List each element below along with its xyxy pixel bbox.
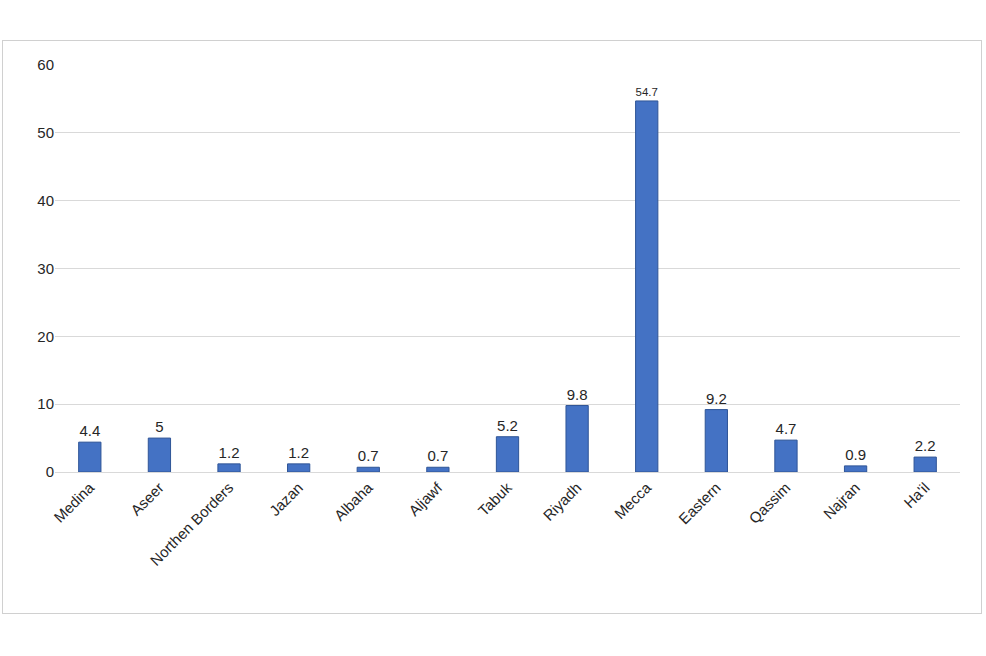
svg-text:40: 40: [37, 192, 54, 209]
svg-text:5: 5: [155, 418, 163, 435]
svg-text:0: 0: [46, 463, 54, 480]
svg-text:0.7: 0.7: [358, 447, 379, 464]
svg-text:30: 30: [37, 260, 54, 277]
svg-text:2.2: 2.2: [915, 437, 936, 454]
svg-text:0.9: 0.9: [845, 446, 866, 463]
svg-text:Northen Borders: Northen Borders: [147, 479, 237, 569]
svg-text:9.8: 9.8: [567, 386, 588, 403]
svg-text:Ha'il: Ha'il: [900, 479, 932, 511]
svg-text:4.7: 4.7: [776, 420, 797, 437]
svg-text:Najran: Najran: [820, 479, 863, 522]
svg-text:Jazan: Jazan: [266, 479, 306, 519]
svg-text:9.2: 9.2: [706, 390, 727, 407]
svg-text:4.4: 4.4: [79, 422, 100, 439]
svg-text:Aljawf: Aljawf: [405, 478, 446, 519]
svg-text:Albaha: Albaha: [331, 478, 377, 524]
svg-text:0.7: 0.7: [427, 447, 448, 464]
svg-text:Eastern: Eastern: [675, 479, 724, 528]
svg-text:5.2: 5.2: [497, 417, 518, 434]
svg-text:Mecca: Mecca: [611, 478, 655, 522]
svg-text:10: 10: [37, 395, 54, 412]
svg-text:Medina: Medina: [50, 478, 97, 525]
svg-text:1.2: 1.2: [288, 444, 309, 461]
svg-text:Qassim: Qassim: [745, 479, 793, 527]
svg-text:60: 60: [37, 56, 54, 73]
svg-text:1.2: 1.2: [219, 444, 240, 461]
svg-text:20: 20: [37, 328, 54, 345]
svg-text:Riyadh: Riyadh: [539, 479, 584, 524]
svg-text:Aseer: Aseer: [127, 479, 167, 519]
svg-text:54.7: 54.7: [636, 86, 658, 98]
svg-text:Tabuk: Tabuk: [475, 479, 516, 520]
svg-text:50: 50: [37, 124, 54, 141]
